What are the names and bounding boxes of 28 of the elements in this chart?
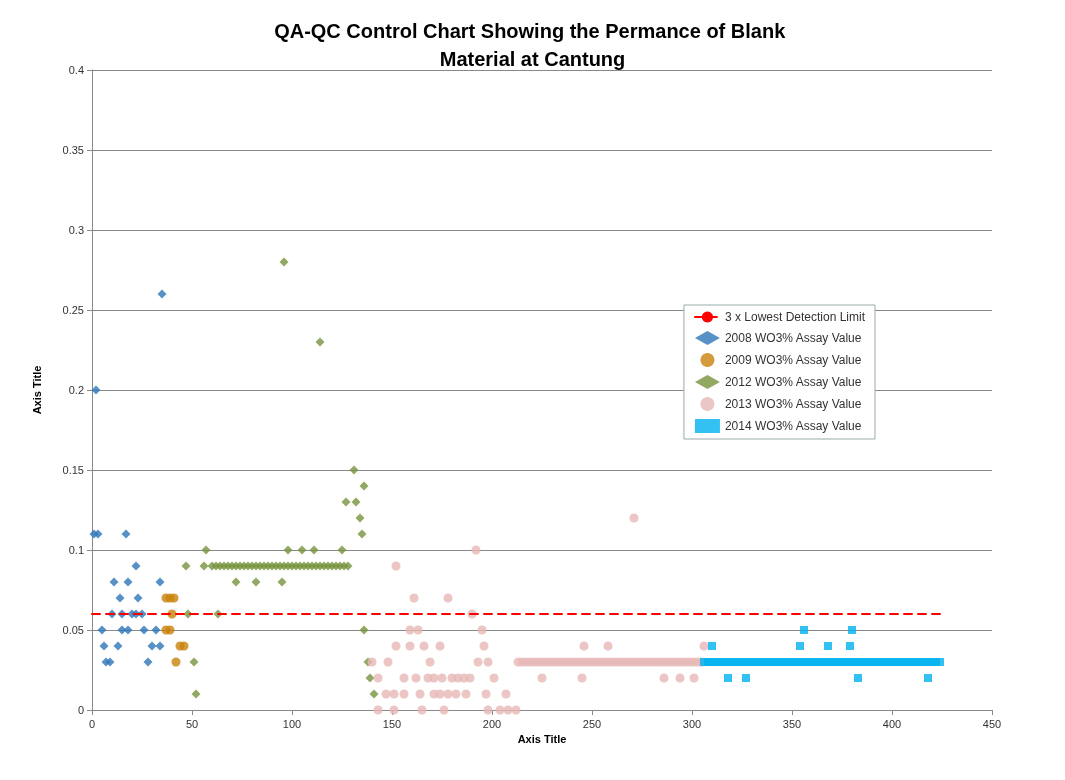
x-tick-label: 150 — [382, 717, 402, 730]
x-tick-label: 450 — [982, 717, 1002, 730]
legend-label: 3 x Lowest Detection Limit — [724, 310, 866, 324]
y-tick-label: 0.25 — [62, 304, 84, 316]
x-tick-label: 400 — [882, 717, 902, 730]
chart-title: QA-QC Control Chart Showing the Permance of Blank Material at Cantung — [274, 20, 791, 70]
y-tick-label: 0.35 — [62, 144, 84, 156]
x-tick-label: 250 — [582, 717, 602, 730]
legend-label: 2013 WO3% Assay Value — [724, 397, 862, 411]
legend-label: 2009 WO3% Assay Value — [724, 353, 862, 367]
x-tick-label: 0 — [88, 717, 96, 730]
y-tick-label: 0.15 — [62, 464, 84, 476]
x-tick-label: 50 — [185, 717, 199, 730]
y-tick-label: 0.05 — [62, 624, 84, 636]
y-tick-label: 0 — [77, 704, 84, 716]
x-tick-label: 350 — [782, 717, 802, 730]
legend-label: 2012 WO3% Assay Value — [724, 375, 862, 389]
y-tick-label: 0.4 — [68, 64, 84, 76]
y-tick-label: 0.3 — [68, 224, 84, 236]
legend-label: 2014 WO3% Assay Value — [724, 419, 862, 433]
legend-label: 2008 WO3% Assay Value — [724, 331, 862, 345]
y-axis-title: Axis Title — [30, 365, 43, 415]
x-axis-title: Axis Title — [517, 733, 567, 746]
y-tick-label: 0.1 — [68, 544, 84, 556]
x-tick-label: 300 — [682, 717, 702, 730]
x-tick-label: 200 — [482, 717, 502, 730]
x-tick-label: 100 — [282, 717, 302, 730]
y-tick-label: 0.2 — [68, 384, 84, 396]
